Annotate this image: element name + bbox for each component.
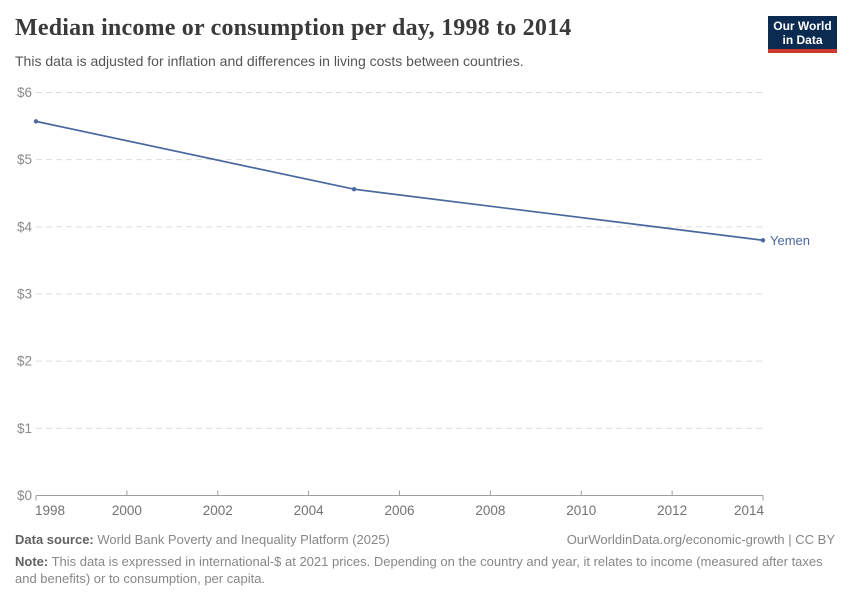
data-source-line: Data source: World Bank Poverty and Ineq… xyxy=(15,531,390,548)
yemen-data-point xyxy=(351,187,357,192)
x-tick-label: 2012 xyxy=(657,503,687,518)
yemen-line xyxy=(35,120,764,242)
attribution-link[interactable]: OurWorldinData.org/economic-growth | CC … xyxy=(566,532,835,547)
owid-logo-line2: in Data xyxy=(782,33,823,47)
data-source-label: Data source: xyxy=(15,532,94,547)
chart-subtitle: This data is adjusted for inflation and … xyxy=(15,53,524,69)
x-tick-label: 2008 xyxy=(475,503,505,518)
yemen-data-point xyxy=(33,119,39,124)
data-source-text: World Bank Poverty and Inequality Platfo… xyxy=(93,532,390,547)
y-tick-label: $1 xyxy=(17,421,32,436)
x-tick-label: 2006 xyxy=(384,503,414,518)
x-tick-label: 2000 xyxy=(112,503,142,518)
y-tick-label: $2 xyxy=(17,354,32,369)
x-tick-label: 2002 xyxy=(203,503,233,518)
note-text: This data is expressed in international-… xyxy=(15,554,823,586)
x-tick-label: 2010 xyxy=(566,503,596,518)
y-tick-label: $3 xyxy=(17,287,32,302)
note-line: Note: This data is expressed in internat… xyxy=(15,553,835,587)
note-label: Note: xyxy=(15,554,49,569)
chart-title: Median income or consumption per day, 19… xyxy=(15,15,572,41)
x-tick-label: 2004 xyxy=(294,503,325,518)
chart-footer: Data source: World Bank Poverty and Ineq… xyxy=(15,531,835,587)
entity-label-yemen: Yemen xyxy=(770,233,810,248)
yemen-data-point xyxy=(760,238,766,243)
y-tick-label: $4 xyxy=(17,219,33,234)
owid-logo-line1: Our World xyxy=(773,19,832,33)
y-tick-label: $5 xyxy=(17,152,32,167)
x-tick-label: 2014 xyxy=(734,503,765,518)
y-tick-label: $6 xyxy=(17,85,32,100)
owid-logo: Our World in Data xyxy=(768,16,837,53)
x-tick-label: 1998 xyxy=(35,503,65,518)
y-tick-label: $0 xyxy=(17,488,32,503)
